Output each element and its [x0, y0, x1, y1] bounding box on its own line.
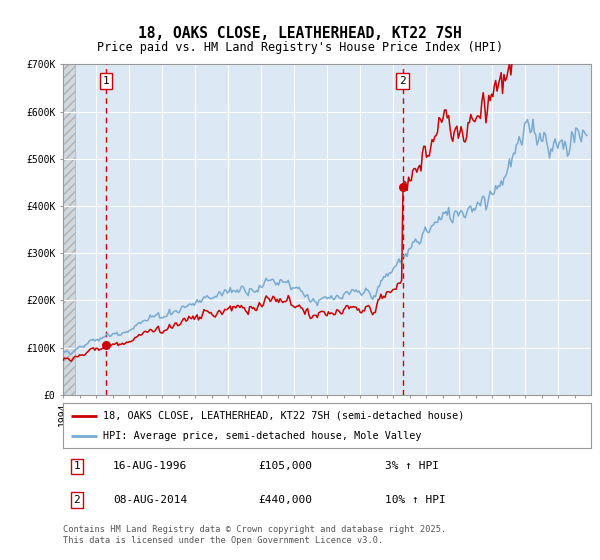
Text: 08-AUG-2014: 08-AUG-2014	[113, 495, 187, 505]
Text: 3% ↑ HPI: 3% ↑ HPI	[385, 461, 439, 472]
Text: 2: 2	[399, 76, 406, 86]
Text: 18, OAKS CLOSE, LEATHERHEAD, KT22 7SH: 18, OAKS CLOSE, LEATHERHEAD, KT22 7SH	[138, 26, 462, 41]
Bar	[63, 64, 76, 395]
Text: 10% ↑ HPI: 10% ↑ HPI	[385, 495, 446, 505]
Text: Price paid vs. HM Land Registry's House Price Index (HPI): Price paid vs. HM Land Registry's House …	[97, 40, 503, 54]
Text: 2: 2	[74, 495, 80, 505]
Text: 16-AUG-1996: 16-AUG-1996	[113, 461, 187, 472]
Text: Contains HM Land Registry data © Crown copyright and database right 2025.
This d: Contains HM Land Registry data © Crown c…	[63, 525, 446, 545]
Text: 18, OAKS CLOSE, LEATHERHEAD, KT22 7SH (semi-detached house): 18, OAKS CLOSE, LEATHERHEAD, KT22 7SH (s…	[103, 410, 464, 421]
Text: £105,000: £105,000	[259, 461, 313, 472]
Text: 1: 1	[74, 461, 80, 472]
Text: £440,000: £440,000	[259, 495, 313, 505]
Text: 1: 1	[103, 76, 110, 86]
Text: HPI: Average price, semi-detached house, Mole Valley: HPI: Average price, semi-detached house,…	[103, 431, 421, 441]
